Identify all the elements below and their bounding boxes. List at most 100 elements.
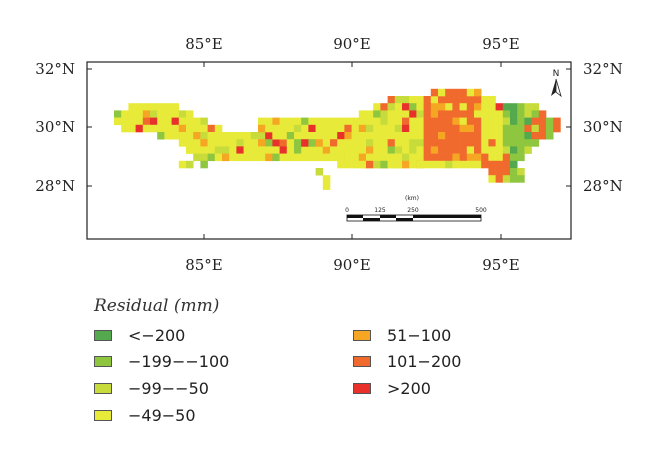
grid-cell [171, 132, 180, 140]
grid-cell [394, 160, 403, 169]
legend-item-gt200: >200 [353, 378, 431, 398]
legend-label: −99−−50 [128, 378, 209, 398]
grid-cell [294, 153, 302, 162]
grid-cell [466, 124, 475, 133]
grid-cell [142, 124, 151, 133]
grid-cell [344, 160, 352, 169]
grid-cell [243, 153, 252, 162]
grid-cell [322, 146, 331, 154]
grid-cell [445, 139, 453, 147]
grid-cell [481, 110, 489, 118]
grid-cell [358, 153, 367, 162]
grid-cell [474, 132, 482, 140]
grid-cell [445, 88, 453, 97]
grid-cell [510, 139, 518, 147]
grid-cell [423, 139, 432, 147]
grid-cell [358, 139, 367, 147]
grid-cell [272, 124, 280, 133]
grid-cell [474, 139, 482, 147]
grid-cell [445, 132, 453, 140]
grid-cell [265, 139, 273, 147]
grid-cell [495, 139, 504, 147]
legend-label: 101−200 [387, 351, 462, 371]
grid-cell [502, 103, 511, 111]
grid-cell [452, 124, 460, 133]
grid-cell [538, 110, 547, 118]
grid-cell [430, 110, 439, 118]
grid-cell [488, 146, 496, 154]
grid-cell [135, 110, 144, 118]
grid-cell [495, 146, 504, 154]
grid-cell [351, 160, 360, 169]
grid-cell [452, 117, 460, 126]
grid-cell [243, 132, 252, 140]
grid-cell [366, 160, 374, 169]
grid-cell [495, 168, 504, 176]
grid-cell [517, 124, 525, 133]
grid-cell [459, 153, 468, 162]
grid-cell [502, 153, 511, 162]
grid-cell [402, 153, 410, 162]
grid-cell [438, 160, 446, 169]
grid-cell [294, 124, 302, 133]
grid-cell [171, 110, 180, 118]
grid-cell [229, 132, 237, 140]
grid-cell [409, 103, 417, 111]
legend-item-minus199-minus100: −199−−100 [94, 351, 229, 371]
grid-cell [445, 117, 453, 126]
grid-cell [466, 88, 475, 97]
grid-cell [258, 139, 266, 147]
grid-cell [344, 132, 352, 140]
grid-cell [186, 124, 194, 133]
grid-cell [178, 124, 187, 133]
grid-cell [466, 146, 475, 154]
grid-cell [178, 110, 187, 118]
grid-cell [510, 160, 518, 169]
grid-cell [272, 139, 280, 147]
grid-cell [459, 139, 468, 147]
grid-cell [222, 146, 230, 154]
grid-cell [387, 139, 396, 147]
grid-cell [315, 124, 324, 133]
grid-cell [474, 146, 482, 154]
grid-cell [214, 132, 223, 140]
map-frame [86, 61, 572, 240]
grid-cell [380, 110, 388, 118]
grid-cell [524, 139, 532, 147]
grid-cell [258, 117, 266, 126]
grid-cell [387, 103, 396, 111]
grid-cell [301, 124, 309, 133]
grid-cell [459, 88, 468, 97]
grid-cell [150, 110, 158, 118]
grid-cell [481, 146, 489, 154]
grid-cell [481, 103, 489, 111]
grid-cell [430, 139, 439, 147]
grid-cell [150, 117, 158, 126]
grid-cell [445, 110, 453, 118]
grid-cell [315, 117, 324, 126]
grid-cell [272, 117, 280, 126]
legend-swatch [94, 409, 112, 421]
grid-cell [445, 103, 453, 111]
grid-cell [322, 153, 331, 162]
grid-cell [200, 117, 208, 126]
grid-cell [322, 139, 331, 147]
grid-cell [409, 139, 417, 147]
grid-cell [380, 103, 388, 111]
grid-cell [488, 103, 496, 111]
grid-cell [344, 139, 352, 147]
grid-cell [495, 110, 504, 118]
grid-cell [438, 132, 446, 140]
grid-cell [186, 139, 194, 147]
lat-label-right-30: 30°N [583, 118, 623, 136]
grid-cell [452, 96, 460, 104]
lon-label-bottom-95: 95°E [482, 256, 520, 274]
grid-cell [214, 124, 223, 133]
lon-label-top-85: 85°E [185, 35, 223, 53]
grid-cell [373, 110, 381, 118]
grid-cell [294, 146, 302, 154]
grid-cell [366, 146, 374, 154]
grid-cell [243, 139, 252, 147]
grid-cell [207, 132, 216, 140]
grid-cell [200, 139, 208, 147]
